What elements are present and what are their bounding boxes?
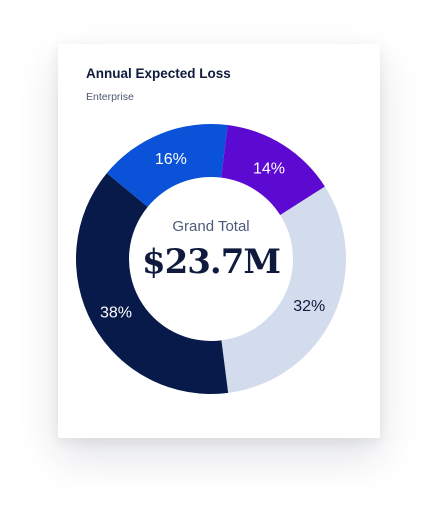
donut-slice-1 — [221, 186, 346, 393]
donut-slice-2 — [76, 173, 229, 394]
slice-label-3: 16% — [155, 151, 187, 168]
donut-slice-labels: 32% 38% 16% 14% — [100, 151, 325, 321]
slice-label-2: 38% — [100, 304, 132, 321]
chart-card: Annual Expected Loss Enterprise 32% 38% 16… — [58, 44, 380, 438]
slice-label-1: 32% — [293, 298, 325, 315]
card-title: Annual Expected Loss — [86, 66, 231, 81]
card-subtitle: Enterprise — [86, 91, 134, 103]
donut-slice-3 — [106, 124, 228, 207]
donut-chart: 32% 38% 16% 14% Grand Total $23.7M — [76, 124, 346, 394]
center-label: Grand Total — [172, 218, 249, 235]
center-value: $23.7M — [142, 242, 280, 282]
slice-label-4: 14% — [253, 160, 285, 177]
donut-slices — [76, 124, 346, 394]
donut-slice-4 — [221, 125, 325, 215]
